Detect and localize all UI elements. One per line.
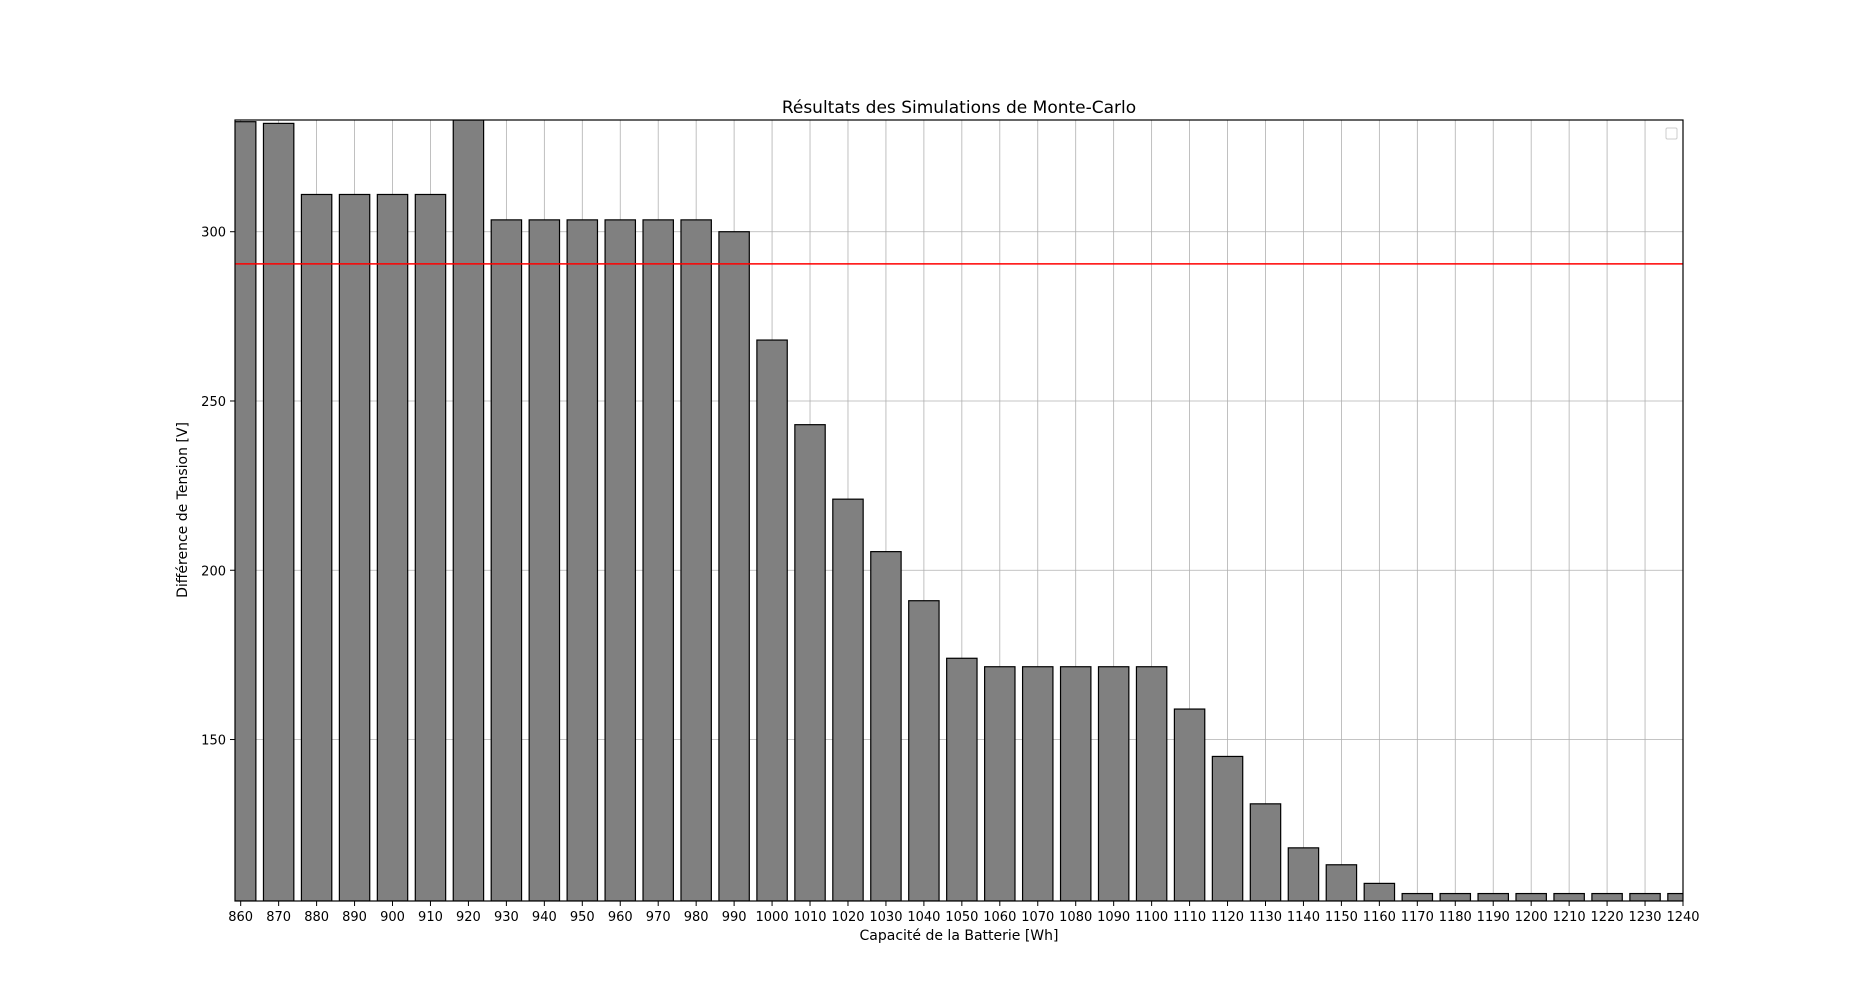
bar: [235, 121, 257, 901]
bar: [1097, 666, 1130, 901]
bar: [1059, 666, 1092, 901]
bar: [1363, 882, 1396, 901]
bar: [642, 219, 674, 901]
x-axis-label: Capacité de la Batterie [Wh]: [860, 928, 1059, 944]
bar: [414, 193, 447, 901]
bar: [566, 219, 599, 901]
bar: [984, 666, 1016, 901]
bar: [832, 498, 864, 901]
bar: [528, 219, 561, 901]
bar: [1135, 666, 1168, 901]
plot-frame: [234, 119, 1684, 902]
x-tick-label: 1100: [1135, 910, 1168, 925]
bar: [452, 120, 485, 901]
bar: [1211, 755, 1244, 901]
bar: [1515, 892, 1547, 901]
bar: [490, 219, 523, 901]
bar: [870, 551, 902, 901]
x-tick-label: 1180: [1439, 910, 1472, 925]
y-tick-label: 150: [201, 734, 226, 749]
y-ticks: 150 200 250 300: [201, 226, 235, 749]
x-tick-label: 1240: [1666, 910, 1699, 925]
bar: [794, 424, 826, 901]
x-tick-label: 890: [342, 910, 367, 925]
x-tick-label: 1070: [1021, 910, 1054, 925]
x-tick-label: 1050: [945, 910, 978, 925]
y-axis-label: Différence de Tension [V]: [175, 422, 191, 598]
y-tick-label: 200: [201, 564, 226, 579]
x-tick-label: 1020: [831, 910, 864, 925]
bar: [1477, 892, 1510, 901]
bar: [718, 231, 750, 901]
x-tick-label: 1060: [983, 910, 1016, 925]
x-tick-label: 990: [722, 910, 747, 925]
bar: [680, 219, 712, 901]
bar: [1287, 847, 1320, 901]
bar: [1439, 892, 1472, 901]
y-tick-label: 300: [201, 226, 226, 241]
chart-title: Résultats des Simulations de Monte-Carlo: [782, 98, 1136, 118]
x-tick-label: 880: [304, 910, 329, 925]
x-tick-label: 1160: [1363, 910, 1396, 925]
x-tick-label: 1210: [1553, 910, 1586, 925]
x-tick-label: 1030: [869, 910, 902, 925]
x-tick-label: 1110: [1173, 910, 1206, 925]
x-tick-label: 1140: [1287, 910, 1320, 925]
bar: [262, 122, 295, 901]
x-tick-label: 860: [228, 910, 253, 925]
x-tick-label: 1150: [1325, 910, 1358, 925]
x-tick-label: 1190: [1477, 910, 1510, 925]
x-tick-label: 1000: [756, 910, 789, 925]
x-tick-label: 870: [266, 910, 291, 925]
bar: [1325, 864, 1358, 901]
x-tick-label: 960: [608, 910, 633, 925]
x-tick-label: 1200: [1515, 910, 1548, 925]
y-tick-label: 250: [201, 395, 226, 410]
x-tick-label: 930: [494, 910, 519, 925]
x-tick-label: 1170: [1401, 910, 1434, 925]
bar: [1553, 892, 1585, 901]
bars: [235, 120, 1683, 901]
bar: [908, 600, 940, 901]
bar: [946, 657, 978, 901]
bar: [338, 193, 371, 901]
x-tick-label: 950: [570, 910, 595, 925]
bar: [1591, 892, 1623, 901]
x-tick-label: 1010: [793, 910, 826, 925]
bar: [1667, 892, 1683, 901]
x-tick-label: 1230: [1628, 910, 1661, 925]
x-tick-label: 1080: [1059, 910, 1092, 925]
x-tick-label: 920: [456, 910, 481, 925]
bar: [376, 193, 409, 901]
bar: [1021, 666, 1054, 901]
bar: [1249, 803, 1282, 901]
x-tick-label: 1040: [907, 910, 940, 925]
x-tick-label: 900: [380, 910, 405, 925]
bar: [1173, 708, 1206, 901]
bar: [604, 219, 637, 901]
legend-box: [1665, 127, 1678, 140]
x-tick-label: 980: [684, 910, 709, 925]
x-tick-label: 1220: [1591, 910, 1624, 925]
bar: [1401, 892, 1434, 901]
bar: [300, 193, 333, 901]
x-tick-label: 940: [532, 910, 557, 925]
x-tick-label: 970: [646, 910, 671, 925]
x-ticks: 860 870 880 890 900 910 920 930 940 950 960 970 980 9…: [228, 901, 1700, 925]
x-tick-label: 910: [418, 910, 443, 925]
x-tick-label: 1120: [1211, 910, 1244, 925]
x-tick-label: 1090: [1097, 910, 1130, 925]
bar: [1629, 892, 1661, 901]
bar: [756, 339, 788, 901]
x-tick-label: 1130: [1249, 910, 1282, 925]
